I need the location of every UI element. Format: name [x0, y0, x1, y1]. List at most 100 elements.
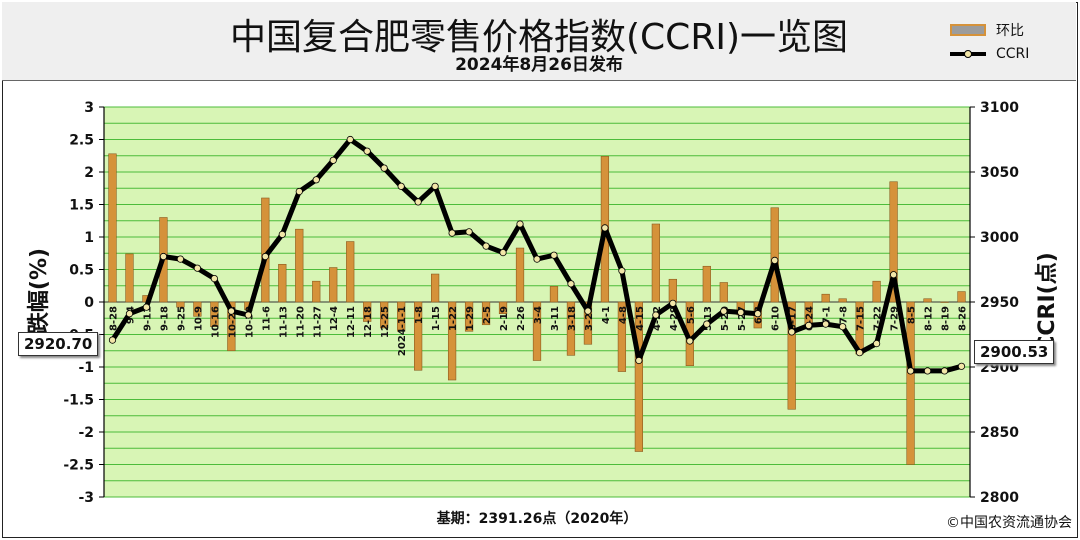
ccri-point: [703, 320, 711, 328]
ccri-point: [533, 255, 541, 263]
chart-header: 中国复合肥零售价格指数(CCRI)一览图 2024年8月26日发布 环比 CCR…: [2, 2, 1076, 81]
left-tick-label: 1: [84, 230, 94, 246]
x-tick-label: 7-15: [856, 306, 867, 331]
bar-mom-change: [312, 280, 321, 303]
bar-mom-change: [278, 263, 287, 303]
y-axis-label-right: CCRI(点): [1034, 252, 1060, 352]
ccri-point: [142, 303, 151, 311]
ccri-point: [125, 310, 134, 318]
ccri-point: [516, 220, 524, 228]
x-tick-label: 12-11: [346, 306, 357, 338]
bar-mom-change: [125, 253, 134, 303]
left-tick-label: 2: [84, 165, 94, 181]
x-tick-label: 9-11: [142, 306, 153, 331]
chart-subtitle: 2024年8月26日发布: [455, 55, 623, 75]
legend-line-label: CCRI: [996, 46, 1030, 62]
x-tick-label: 2024-1-1: [397, 306, 408, 356]
ccri-point: [873, 339, 881, 348]
x-tick-label: 12-4: [329, 306, 340, 331]
ccri-point: [227, 307, 235, 315]
x-tick-label: 2-26: [516, 306, 527, 331]
bar-mom-change: [719, 282, 728, 303]
ccri-point: [380, 164, 388, 172]
legend-item-bar: 环比: [950, 18, 1029, 42]
x-tick-label: 8-28: [108, 306, 119, 331]
x-tick-label: 6-24: [805, 306, 816, 331]
right-tick-label: 2800: [980, 490, 1019, 506]
ccri-point: [601, 224, 609, 232]
bar-mom-change: [397, 301, 406, 332]
x-tick-label: 10-16: [210, 306, 221, 338]
right-tick-label: 3050: [980, 165, 1019, 181]
x-tick-label: 2-19: [499, 306, 510, 331]
ccri-point: [414, 198, 422, 206]
bar-mom-change: [329, 267, 338, 303]
left-tick-label: -1.5: [63, 393, 94, 409]
x-tick-label: 8-5: [907, 306, 918, 324]
ccri-point: [329, 156, 337, 164]
right-tick-label: 3000: [980, 230, 1019, 246]
x-tick-label: 6-17: [788, 306, 799, 331]
bar-mom-change: [346, 241, 355, 303]
bar-mom-change: [957, 291, 966, 303]
x-tick-label: 7-22: [873, 306, 884, 331]
bar-mom-change: [872, 280, 881, 303]
ccri-end-callout: 2900.53: [974, 340, 1055, 364]
x-tick-label: 4-15: [635, 306, 646, 331]
bar-mom-change: [447, 301, 457, 381]
x-tick-label: 5-13: [703, 306, 714, 331]
ccri-point: [448, 229, 456, 237]
bar-mom-change: [821, 293, 830, 303]
left-tick-label: -2.5: [63, 458, 94, 474]
ccri-point: [669, 299, 677, 307]
bar-mom-change: [770, 207, 779, 303]
copyright-note: ©中国农资流通协会: [946, 515, 1072, 531]
x-tick-label: 3-25: [584, 306, 595, 331]
right-tick-label: 2900: [980, 360, 1019, 376]
ccri-point: [584, 307, 592, 315]
left-tick-label: 0: [84, 295, 94, 311]
x-tick-label: 12-25: [380, 306, 391, 338]
x-tick-label: 11-27: [312, 306, 323, 338]
ccri-point: [261, 252, 269, 261]
bar-mom-change: [651, 223, 660, 303]
bar-mom-change: [787, 301, 796, 410]
bar-mom-change: [380, 301, 389, 329]
ccri-point: [482, 242, 490, 250]
bar-mom-change: [108, 153, 117, 303]
x-tick-label: 10-9: [193, 306, 204, 331]
ccri-start-callout: 2920.70: [18, 332, 99, 356]
ccri-point: [465, 228, 473, 236]
ccri-point: [940, 367, 949, 375]
left-tick-label: -2: [78, 425, 94, 441]
bar-mom-change: [702, 265, 711, 303]
bar-mom-change: [515, 247, 525, 303]
x-tick-label: 5-20: [720, 306, 731, 331]
bar-mom-change: [532, 301, 542, 361]
x-tick-label: 7-8: [839, 306, 850, 324]
ccri-point: [244, 311, 252, 319]
x-tick-label: 7-1: [822, 306, 833, 324]
bar-mom-change: [906, 301, 915, 465]
bar-mom-change: [430, 273, 440, 303]
bar-mom-change: [227, 301, 236, 352]
x-tick-label: 10-23: [227, 306, 238, 338]
bar-mom-change: [838, 298, 847, 303]
x-tick-label: 5-27: [737, 306, 748, 331]
legend-item-line: CCRI: [950, 42, 1029, 66]
ccri-point: [889, 271, 898, 279]
ccri-point: [295, 187, 303, 196]
ccri-point: [805, 321, 813, 329]
x-tick-label: 3-11: [550, 306, 561, 331]
x-tick-label: 4-1: [601, 306, 612, 324]
left-tick-label: -1: [78, 360, 94, 376]
ccri-point: [686, 337, 694, 345]
legend: 环比 CCRI: [950, 18, 1029, 66]
x-tick-label: 1-8: [414, 306, 425, 324]
x-tick-label: 10-30: [244, 306, 255, 338]
right-tick-label: 3100: [980, 100, 1019, 116]
x-tick-label: 3-18: [567, 306, 578, 331]
legend-line-swatch: [950, 47, 986, 61]
legend-bar-label: 环比: [996, 23, 1024, 39]
bar-mom-change: [464, 301, 474, 332]
